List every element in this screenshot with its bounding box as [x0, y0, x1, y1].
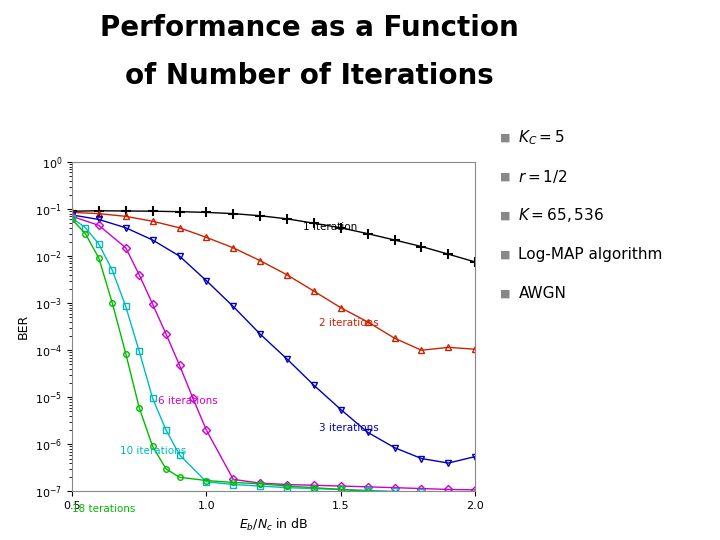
Text: 2 iterations: 2 iterations	[319, 318, 379, 328]
Text: ■: ■	[500, 172, 511, 181]
Text: $K = 65,536$: $K = 65,536$	[518, 206, 605, 225]
Text: ■: ■	[500, 133, 511, 143]
Text: Performance as a Function: Performance as a Function	[100, 14, 519, 42]
Text: ■: ■	[500, 288, 511, 298]
Text: $r = 1/2$: $r = 1/2$	[518, 168, 568, 185]
Text: 1 iteration: 1 iteration	[303, 222, 357, 232]
Text: 18 terations: 18 terations	[72, 504, 135, 514]
Text: ■: ■	[500, 211, 511, 220]
X-axis label: $E_b/N_c$ in dB: $E_b/N_c$ in dB	[239, 517, 308, 533]
Text: 6 iterations: 6 iterations	[158, 396, 217, 406]
Text: AWGN: AWGN	[518, 286, 566, 301]
Text: 10 iterations: 10 iterations	[120, 446, 186, 456]
Text: of Number of Iterations: of Number of Iterations	[125, 62, 494, 90]
Text: Log-MAP algorithm: Log-MAP algorithm	[518, 247, 663, 262]
Text: $K_C = 5$: $K_C = 5$	[518, 129, 565, 147]
Y-axis label: BER: BER	[17, 314, 30, 339]
Text: 3 iterations: 3 iterations	[319, 423, 379, 433]
Text: ■: ■	[500, 249, 511, 259]
